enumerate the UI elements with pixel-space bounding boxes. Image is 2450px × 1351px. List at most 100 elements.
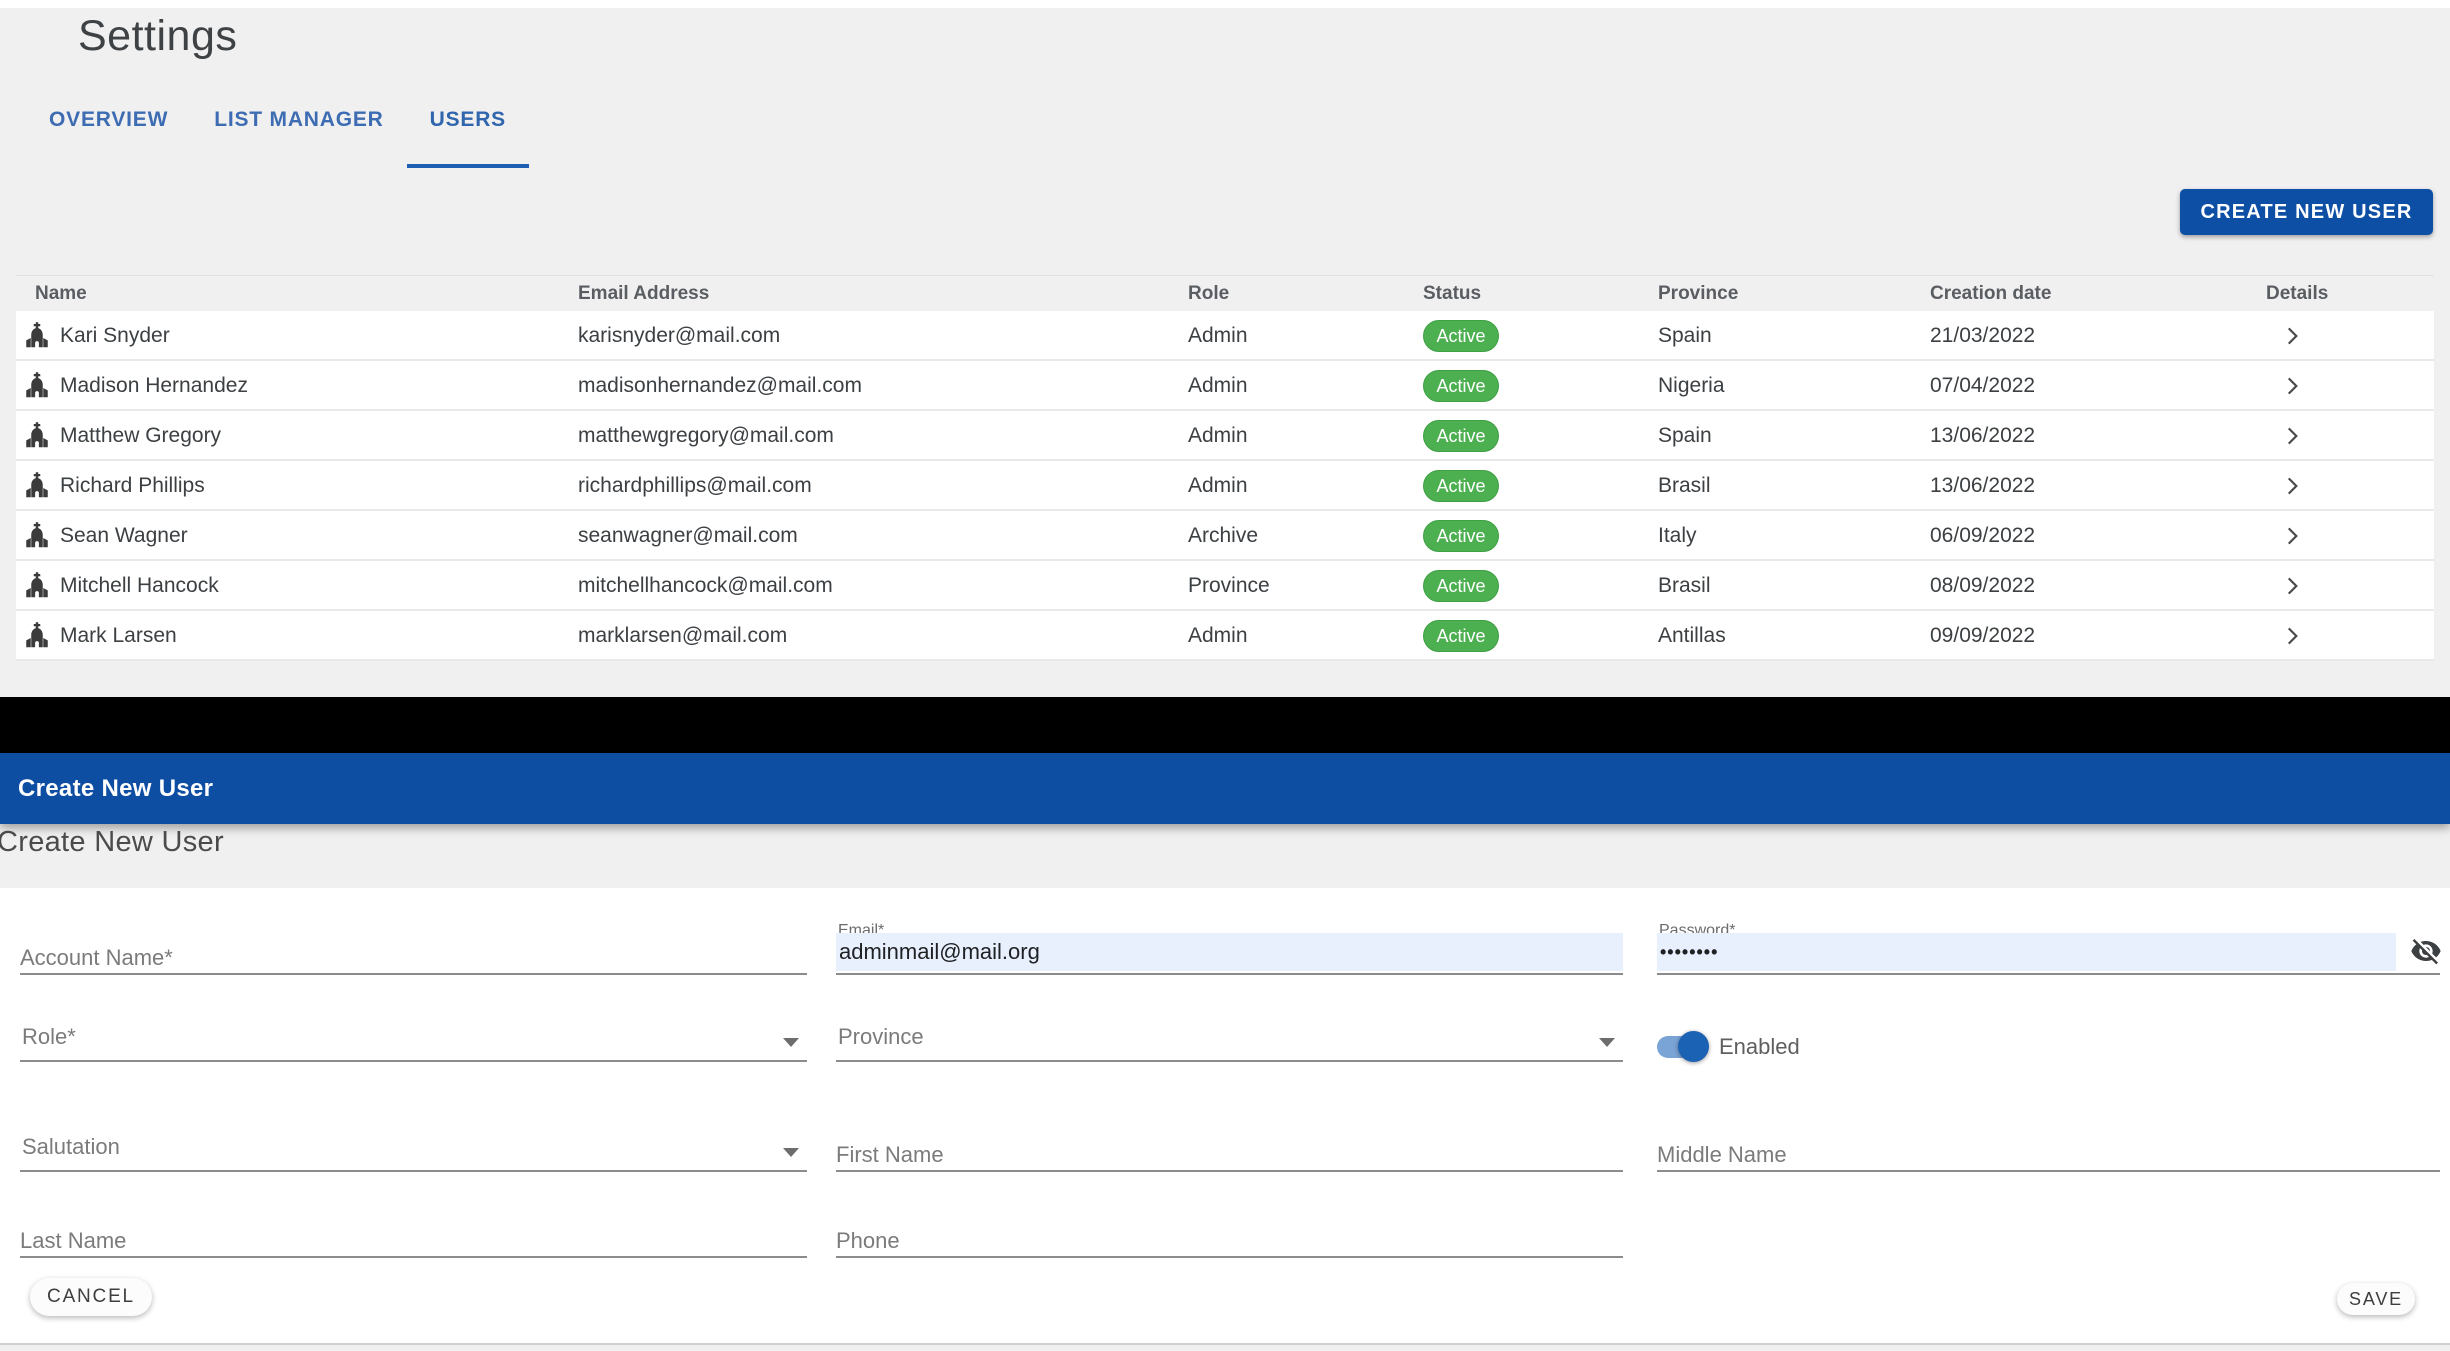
cell-province: Italy xyxy=(1658,524,1697,547)
cell-role: Admin xyxy=(1188,324,1248,347)
status-badge: Active xyxy=(1423,520,1499,552)
cell-role: Admin xyxy=(1188,474,1248,497)
enabled-toggle[interactable] xyxy=(1657,1031,1709,1062)
account-name-field[interactable] xyxy=(20,922,807,975)
column-header-province: Province xyxy=(1658,283,1739,304)
enabled-label: Enabled xyxy=(1719,1034,1800,1059)
cell-creation-date: 08/09/2022 xyxy=(1930,574,2036,597)
user-icon xyxy=(26,622,48,648)
details-chevron-icon[interactable] xyxy=(2279,373,2305,399)
first-name-input[interactable] xyxy=(836,1142,1623,1168)
dialog-heading: Create New User xyxy=(0,826,224,858)
cell-role: Province xyxy=(1188,574,1270,597)
cell-creation-date: 07/04/2022 xyxy=(1930,374,2036,397)
dropdown-arrow-icon xyxy=(783,1148,799,1157)
cell-role: Archive xyxy=(1188,524,1259,547)
column-header-role: Role xyxy=(1188,283,1230,304)
cell-creation-date: 09/09/2022 xyxy=(1930,624,2036,647)
role-placeholder: Role* xyxy=(22,1024,76,1049)
user-icon xyxy=(26,372,48,398)
province-select[interactable]: Province xyxy=(836,1016,1623,1062)
settings-tabs: OVERVIEW LIST MANAGER USERS xyxy=(26,100,530,168)
dropdown-arrow-icon xyxy=(783,1038,799,1047)
province-placeholder: Province xyxy=(838,1024,924,1049)
details-chevron-icon[interactable] xyxy=(2279,623,2305,649)
cell-email: richardphillips@mail.com xyxy=(578,474,812,497)
cell-name: Kari Snyder xyxy=(60,324,170,347)
column-header-creation-date: Creation date xyxy=(1930,283,2052,304)
cell-email: mitchellhancock@mail.com xyxy=(578,574,833,597)
cell-role: Admin xyxy=(1188,374,1248,397)
table-row[interactable]: Mark Larsen marklarsen@mail.com Admin Ac… xyxy=(16,611,2434,661)
user-icon xyxy=(26,322,48,348)
middle-name-field[interactable] xyxy=(1657,1126,2440,1172)
password-input[interactable] xyxy=(1657,933,2396,971)
last-name-input[interactable] xyxy=(20,1228,807,1254)
cell-name: Madison Hernandez xyxy=(60,374,248,397)
table-row[interactable]: Matthew Gregory matthewgregory@mail.com … xyxy=(16,411,2434,461)
password-field[interactable]: Password* xyxy=(1657,922,2442,975)
salutation-select[interactable]: Salutation xyxy=(20,1126,807,1172)
cell-email: matthewgregory@mail.com xyxy=(578,424,834,447)
column-header-details: Details xyxy=(2266,283,2329,304)
tab-overview[interactable]: OVERVIEW xyxy=(49,108,169,131)
salutation-placeholder: Salutation xyxy=(22,1134,120,1159)
tab-list-manager[interactable]: LIST MANAGER xyxy=(214,108,384,131)
status-badge: Active xyxy=(1423,370,1499,402)
cell-name: Matthew Gregory xyxy=(60,424,222,447)
table-row[interactable]: Mitchell Hancock mitchellhancock@mail.co… xyxy=(16,561,2434,611)
role-select[interactable]: Role* xyxy=(20,1016,807,1062)
table-row[interactable]: Madison Hernandez madisonhernandez@mail.… xyxy=(16,361,2434,411)
cell-creation-date: 13/06/2022 xyxy=(1930,424,2036,447)
account-name-input[interactable] xyxy=(20,945,807,971)
table-row[interactable]: Richard Phillips richardphillips@mail.co… xyxy=(16,461,2434,511)
phone-input[interactable] xyxy=(836,1228,1623,1254)
details-chevron-icon[interactable] xyxy=(2279,423,2305,449)
first-name-field[interactable] xyxy=(836,1126,1623,1172)
visibility-off-icon[interactable] xyxy=(2410,935,2442,967)
cell-name: Mark Larsen xyxy=(60,624,177,647)
phone-field[interactable] xyxy=(836,1212,1623,1258)
cell-creation-date: 21/03/2022 xyxy=(1930,324,2036,347)
cell-province: Nigeria xyxy=(1658,374,1725,397)
enabled-toggle-row: Enabled xyxy=(1657,1030,1800,1064)
email-input[interactable] xyxy=(836,933,1623,971)
table-row[interactable]: Kari Snyder karisnyder@mail.com Admin Ac… xyxy=(16,311,2434,361)
user-icon xyxy=(26,522,48,548)
cell-province: Spain xyxy=(1658,424,1712,447)
cancel-button[interactable]: CANCEL xyxy=(30,1278,152,1316)
middle-name-input[interactable] xyxy=(1657,1142,2440,1168)
user-icon xyxy=(26,472,48,498)
user-icon xyxy=(26,572,48,598)
separator-bar xyxy=(0,697,2450,753)
cell-creation-date: 13/06/2022 xyxy=(1930,474,2036,497)
dropdown-arrow-icon xyxy=(1599,1038,1615,1047)
details-chevron-icon[interactable] xyxy=(2279,473,2305,499)
status-badge: Active xyxy=(1423,470,1499,502)
cell-role: Admin xyxy=(1188,424,1248,447)
cell-name: Sean Wagner xyxy=(60,524,188,547)
save-button[interactable]: SAVE xyxy=(2337,1283,2415,1315)
cell-province: Brasil xyxy=(1658,574,1711,597)
cell-email: madisonhernandez@mail.com xyxy=(578,374,862,397)
create-new-user-button[interactable]: CREATE NEW USER xyxy=(2180,189,2433,235)
status-badge: Active xyxy=(1423,570,1499,602)
last-name-field[interactable] xyxy=(20,1212,807,1258)
table-row[interactable]: Sean Wagner seanwagner@mail.com Archive … xyxy=(16,511,2434,561)
users-table-header: Name Email Address Role Status Province … xyxy=(16,275,2434,311)
details-chevron-icon[interactable] xyxy=(2279,523,2305,549)
status-badge: Active xyxy=(1423,320,1499,352)
column-header-email: Email Address xyxy=(578,283,710,304)
create-user-form: Email* Password* Role* Province Enabled … xyxy=(0,888,2450,1345)
toggle-knob xyxy=(1678,1031,1709,1062)
tab-users[interactable]: USERS xyxy=(406,100,530,168)
details-chevron-icon[interactable] xyxy=(2279,323,2305,349)
cell-province: Antillas xyxy=(1658,624,1726,647)
details-chevron-icon[interactable] xyxy=(2279,573,2305,599)
users-table: Name Email Address Role Status Province … xyxy=(16,275,2434,661)
page-title: Settings xyxy=(78,12,238,60)
dialog-title-bar: Create New User xyxy=(0,753,2450,824)
email-field[interactable]: Email* xyxy=(836,922,1623,975)
cell-province: Brasil xyxy=(1658,474,1711,497)
